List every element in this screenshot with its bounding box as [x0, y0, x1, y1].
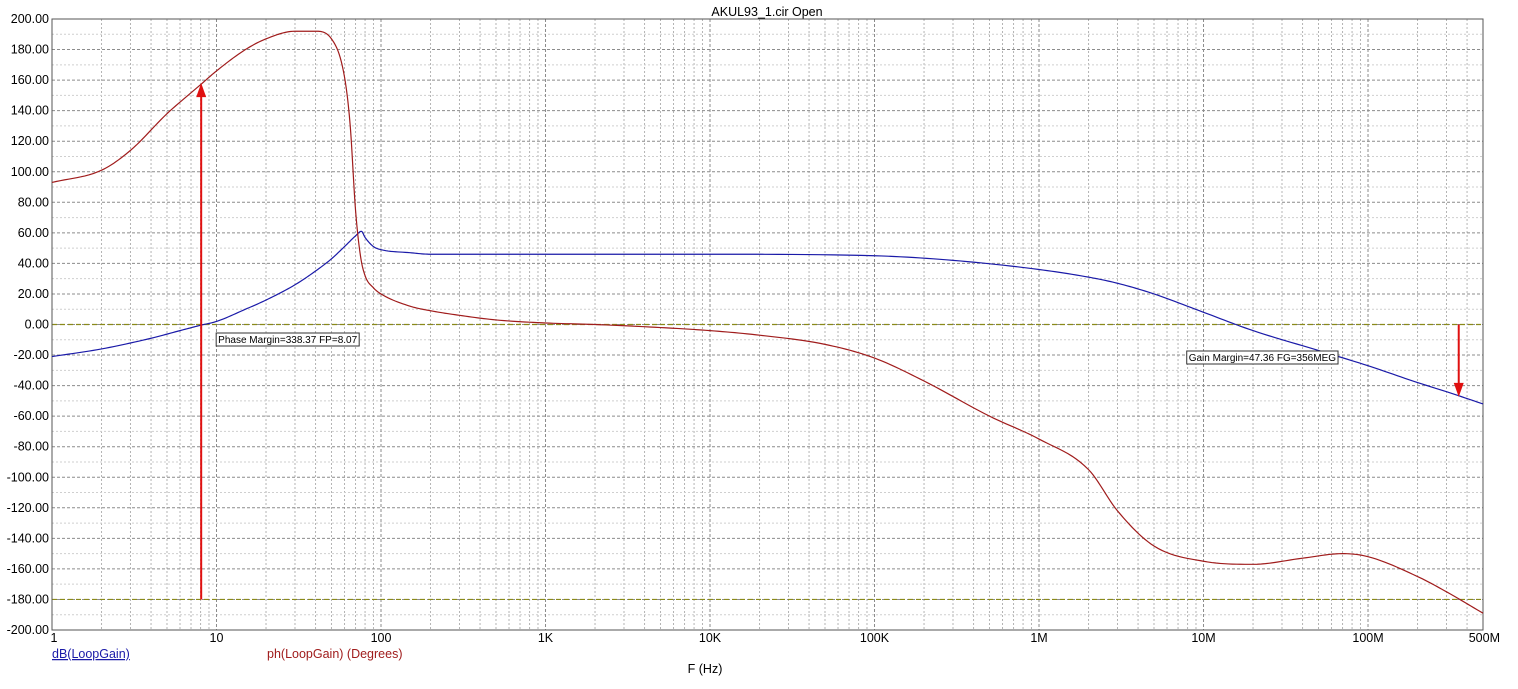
y-tick-label: 20.00: [18, 287, 49, 301]
y-tick-label: 160.00: [11, 73, 49, 87]
y-tick-label: -100.00: [7, 470, 49, 484]
x-tick-label: 10K: [699, 631, 722, 645]
reference-lines: [52, 323, 1483, 601]
arrowhead-icon: [196, 83, 207, 98]
y-tick-label: -180.00: [7, 592, 49, 606]
x-axis-label: F (Hz): [688, 662, 723, 676]
y-tick-label: 140.00: [11, 104, 49, 118]
y-tick-label: -60.00: [14, 409, 49, 423]
y-tick-label: -120.00: [7, 501, 49, 515]
y-tick-label: 120.00: [11, 134, 49, 148]
x-tick-label: 10: [210, 631, 224, 645]
x-tick-label: 1K: [538, 631, 554, 645]
x-tick-label: 100K: [860, 631, 890, 645]
gain-margin-label: Gain Margin=47.36 FG=356MEG: [1189, 353, 1337, 364]
x-tick-label: 100M: [1352, 631, 1383, 645]
series-line-gain: [51, 230, 1484, 405]
x-tick-label: 1M: [1030, 631, 1047, 645]
y-tick-label: 0.00: [25, 318, 49, 332]
arrowhead-icon: [1453, 382, 1464, 397]
x-tick-label: 1: [51, 631, 58, 645]
annotations: Phase Margin=338.37 FP=8.07 Gain Margin=4…: [196, 83, 1464, 600]
chart-title: AKUL93_1.cir Open: [711, 5, 822, 19]
y-tick-labels: 200.00 180.00 160.00 140.00 120.00 100.00 80.0…: [7, 12, 49, 637]
y-tick-label: -140.00: [7, 531, 49, 545]
y-tick-label: -80.00: [14, 440, 49, 454]
series-line-phase: [51, 30, 1484, 614]
x-tick-label: 500M: [1469, 631, 1500, 645]
y-tick-label: 60.00: [18, 226, 49, 240]
y-tick-label: -160.00: [7, 562, 49, 576]
series-lines: [51, 30, 1484, 614]
y-tick-label: 100.00: [11, 165, 49, 179]
plot-frame: [51, 18, 1484, 631]
y-tick-label: 80.00: [18, 195, 49, 209]
x-tick-labels: 1 10 100 1K 10K 100K 1M 10M 100M 500M: [51, 631, 1500, 645]
y-tick-label: 200.00: [11, 12, 49, 26]
legend-dB-loopgain[interactable]: dB(LoopGain): [52, 647, 130, 661]
legend-ph-loopgain: ph(LoopGain) (Degrees): [267, 647, 403, 661]
gain-margin-box: [1186, 350, 1339, 365]
y-tick-label: -200.00: [7, 623, 49, 637]
y-tick-label: -40.00: [14, 379, 49, 393]
x-tick-label: 100: [371, 631, 392, 645]
y-tick-label: -20.00: [14, 348, 49, 362]
y-tick-label: 40.00: [18, 256, 49, 270]
phase-margin-box: [215, 332, 360, 347]
phase-margin-label: Phase Margin=338.37 FP=8.07: [218, 335, 357, 346]
x-tick-label: 10M: [1191, 631, 1215, 645]
y-tick-label: 180.00: [11, 43, 49, 57]
